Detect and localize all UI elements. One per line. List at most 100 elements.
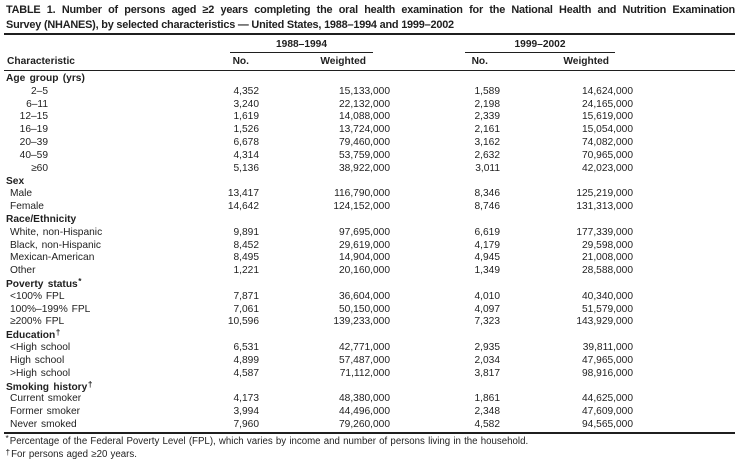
cell-weighted-1999: 15,054,000 (582, 124, 633, 136)
table-row: Never smoked 7,960 79,260,000 4,582 94,565,0… (0, 419, 739, 432)
category-label: Race/Ethnicity (6, 213, 77, 225)
table-row: Female 14,642 124,152,000 8,746 131,313,000 (0, 201, 739, 214)
cell-weighted-1988: 14,904,000 (339, 252, 390, 264)
cell-no-1988: 6,678 (233, 137, 260, 149)
cell-no-1988: 8,495 (233, 252, 260, 264)
column-header-no-1988: No. (232, 56, 249, 67)
spacer-cell (633, 137, 739, 150)
title-divider (4, 32, 735, 35)
empty-cell (500, 278, 633, 292)
empty-cell (500, 381, 633, 395)
spacer-cell (633, 291, 739, 304)
footnote: †For persons aged ≥20 years. (5, 447, 736, 462)
row-label: Black, non-Hispanic (10, 239, 102, 251)
spacer-cell (633, 406, 739, 419)
footnote-marker-ref: † (55, 327, 61, 338)
cell-weighted-1988: 14,088,000 (339, 111, 390, 123)
row-label: Never smoked (10, 418, 77, 430)
category-label: Smoking history† (6, 378, 93, 393)
cell-weighted-1999: 74,082,000 (582, 137, 633, 149)
spacer-cell (633, 201, 739, 214)
table-row: 40–59 4,314 53,759,000 2,632 70,965,000 (0, 150, 739, 163)
cell-weighted-1988: 48,380,000 (339, 393, 390, 405)
category-row: Age group (yrs) (0, 73, 739, 86)
cell-no-1988: 10,596 (227, 316, 259, 328)
spacer-cell (633, 252, 739, 265)
category-row: Poverty status* (0, 276, 739, 292)
footnote: *Percentage of the Federal Poverty Level… (5, 433, 736, 449)
table-row: <High school 6,531 42,771,000 2,935 39,811,0… (0, 342, 739, 355)
spacer-cell (633, 240, 739, 253)
empty-cell (390, 73, 500, 86)
category-label: Poverty status* (6, 276, 82, 290)
cell-no-1988: 1,526 (233, 124, 260, 136)
row-label: 16–19 (0, 124, 222, 137)
table-row: 20–39 6,678 79,460,000 3,162 74,082,000 (0, 137, 739, 150)
cell-no-1999: 2,034 (474, 354, 501, 366)
table-row: Current smoker 4,173 48,380,000 1,861 44,625… (0, 393, 739, 406)
cell-weighted-1988: 20,160,000 (339, 265, 390, 277)
cell-weighted-1988: 42,771,000 (339, 342, 390, 354)
cell-no-1999: 4,179 (474, 239, 501, 251)
cell-weighted-1999: 47,609,000 (582, 406, 633, 418)
empty-cell (500, 73, 633, 86)
category-label: Education† (6, 327, 61, 342)
cell-weighted-1999: 15,619,000 (582, 111, 633, 123)
cell-no-1999: 4,097 (474, 303, 501, 315)
empty-cell (390, 278, 500, 292)
spacer-cell (633, 188, 739, 201)
cell-no-1988: 5,136 (233, 162, 260, 174)
age-range-label: 16–19 (19, 124, 48, 136)
empty-cell (259, 329, 390, 343)
cell-weighted-1988: 57,487,000 (339, 354, 390, 366)
empty-cell (633, 176, 739, 189)
age-range-label: 6–11 (26, 98, 48, 110)
empty-cell (390, 214, 500, 227)
cell-no-1999: 3,817 (474, 367, 501, 379)
empty-cell (259, 381, 390, 395)
cell-weighted-1999: 44,625,000 (582, 393, 633, 405)
row-label: Mexican-American (10, 252, 95, 264)
column-group-1988-1994: 1988–1994 (230, 39, 373, 53)
footnotes: *Percentage of the Federal Poverty Level… (5, 433, 736, 462)
row-label: 6–11 (0, 99, 222, 112)
category-label: Age group (yrs) (6, 73, 85, 84)
spacer-cell (633, 368, 739, 381)
cell-no-1988: 6,531 (233, 342, 260, 354)
cell-weighted-1988: 79,260,000 (339, 418, 390, 430)
cell-no-1988: 7,871 (233, 290, 260, 302)
column-group-1999-2002: 1999–2002 (465, 39, 615, 53)
spacer-cell (633, 99, 739, 112)
cell-weighted-1999: 143,929,000 (576, 316, 633, 328)
cell-no-1999: 8,746 (474, 201, 501, 213)
cell-weighted-1988: 97,695,000 (339, 226, 390, 238)
row-label: <High school (10, 342, 71, 354)
cell-no-1988: 3,994 (233, 406, 260, 418)
cell-weighted-1999: 98,916,000 (582, 367, 633, 379)
cell-weighted-1999: 51,579,000 (582, 303, 633, 315)
empty-cell (222, 73, 259, 86)
empty-cell (222, 176, 259, 189)
cell-no-1988: 4,173 (233, 393, 260, 405)
category-row: Smoking history† (0, 378, 739, 395)
cell-weighted-1999: 28,588,000 (582, 265, 633, 277)
row-label: 12–15 (0, 111, 222, 124)
category-row: Sex (0, 176, 739, 189)
table-row: <100% FPL 7,871 36,604,000 4,010 40,340,000 (0, 291, 739, 304)
cell-weighted-1988: 50,150,000 (339, 303, 390, 315)
cell-weighted-1988: 124,152,000 (333, 201, 390, 213)
spacer-cell (633, 227, 739, 240)
cell-no-1999: 2,935 (474, 342, 501, 354)
cell-no-1988: 9,891 (233, 226, 260, 238)
cell-no-1999: 1,349 (474, 265, 501, 277)
cell-no-1988: 4,314 (233, 149, 260, 161)
empty-cell (500, 329, 633, 343)
footnote-marker: * (5, 433, 9, 443)
empty-cell (500, 176, 633, 189)
spacer-cell (633, 342, 739, 355)
footnote-marker-ref: * (78, 276, 82, 286)
column-header-characteristic: Characteristic (7, 56, 75, 67)
cell-weighted-1988: 22,132,000 (339, 98, 390, 110)
spacer-cell (633, 265, 739, 278)
